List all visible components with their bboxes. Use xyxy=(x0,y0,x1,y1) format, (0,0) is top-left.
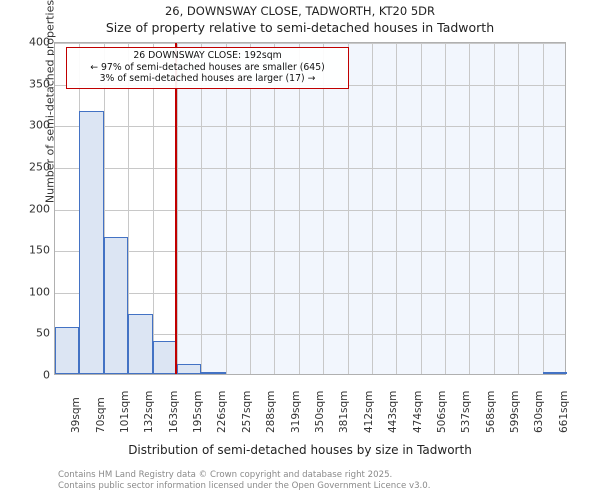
x-axis-tick-label: 630sqm xyxy=(533,390,546,433)
x-axis-tick-label: 506sqm xyxy=(435,390,448,433)
y-axis-ticks: 0 50 100 150 200 250 300 350 400 xyxy=(0,0,50,420)
larger-region-shading xyxy=(175,43,565,374)
histogram-bar xyxy=(201,371,226,374)
x-axis-tick-label: 70sqm xyxy=(94,397,107,433)
x-axis-tick-label: 474sqm xyxy=(411,390,424,433)
histogram-bar xyxy=(176,364,202,374)
footer-line-2: Contains public sector information licen… xyxy=(58,480,431,491)
y-axis-tick-label: 50 xyxy=(36,326,50,340)
x-axis-tick-label: 412sqm xyxy=(362,390,375,433)
gridline-vertical xyxy=(103,43,105,374)
gridline-vertical xyxy=(298,43,300,374)
x-axis-tick-label: 39sqm xyxy=(70,397,83,433)
histogram-bar xyxy=(152,340,177,374)
gridline-horizontal xyxy=(55,167,565,169)
annotation-line-3: 3% of semi-detached houses are larger (1… xyxy=(99,73,316,84)
y-axis-tick-label: 300 xyxy=(29,118,50,132)
gridline-vertical xyxy=(445,43,447,374)
y-axis-title-wrap: Number of semi-detached properties xyxy=(0,0,57,420)
gridline-horizontal xyxy=(55,292,565,294)
x-axis-tick-label: 257sqm xyxy=(240,390,253,433)
gridline-vertical xyxy=(493,43,495,374)
x-axis-tick-label: 163sqm xyxy=(167,390,180,433)
x-axis-tick-label: 443sqm xyxy=(387,390,400,433)
x-axis-tick-label: 226sqm xyxy=(216,390,229,433)
y-axis-tick-label: 200 xyxy=(29,202,50,215)
gridline-vertical xyxy=(469,43,471,374)
gridline-vertical xyxy=(347,43,349,374)
y-axis-tick-label: 350 xyxy=(29,77,50,91)
gridline-vertical xyxy=(274,43,276,374)
y-axis-tick-label: 150 xyxy=(29,243,50,257)
footer-attribution: Contains HM Land Registry data © Crown c… xyxy=(58,470,578,491)
chart-subtitle: Size of property relative to semi-detach… xyxy=(105,20,495,35)
y-axis-tick-label: 100 xyxy=(29,285,50,299)
x-axis-title: Distribution of semi-detached houses by … xyxy=(128,443,472,457)
gridline-horizontal xyxy=(55,209,565,211)
plot-area xyxy=(54,42,567,375)
annotation-box: 26 DOWNSWAY CLOSE: 192sqm ← 97% of semi-… xyxy=(66,47,349,89)
gridline-vertical xyxy=(371,43,373,374)
gridline-vertical xyxy=(128,43,130,374)
chart-title: 26, DOWNSWAY CLOSE, TADWORTH, KT20 5DR xyxy=(164,4,435,18)
x-axis-tick-label: 288sqm xyxy=(265,390,278,433)
x-axis-tick-label: 599sqm xyxy=(509,390,522,433)
gridline-horizontal xyxy=(55,43,565,44)
gridline-vertical xyxy=(323,43,325,374)
y-axis-tick-label: 400 xyxy=(29,35,50,49)
gridline-horizontal xyxy=(55,251,565,253)
x-axis-tick-label: 537sqm xyxy=(460,390,473,433)
x-axis-tick-label: 661sqm xyxy=(557,390,570,433)
gridline-vertical xyxy=(542,43,544,374)
gridline-horizontal xyxy=(55,126,565,128)
x-axis-tick-label: 381sqm xyxy=(338,390,351,433)
x-axis-tick-label: 568sqm xyxy=(484,390,497,433)
histogram-bar xyxy=(542,372,567,374)
x-axis-tick-label: 195sqm xyxy=(192,390,205,433)
histogram-bar xyxy=(55,326,80,374)
gridline-vertical xyxy=(201,43,203,374)
gridline-horizontal xyxy=(55,334,565,336)
gridline-vertical xyxy=(250,43,252,374)
gridline-vertical xyxy=(176,43,178,374)
x-axis-tick-label: 319sqm xyxy=(289,390,302,433)
x-axis-tick-label: 132sqm xyxy=(143,390,156,433)
x-axis-tick-label: 101sqm xyxy=(118,390,131,433)
footer-line-1: Contains HM Land Registry data © Crown c… xyxy=(58,470,393,480)
gridline-vertical xyxy=(420,43,422,374)
histogram-bar xyxy=(79,110,104,374)
x-axis-tick-label: 350sqm xyxy=(314,390,326,433)
property-marker-line xyxy=(175,43,178,374)
y-axis-tick-label: 250 xyxy=(29,160,50,174)
histogram-bar xyxy=(128,314,153,374)
gridline-vertical xyxy=(152,43,154,374)
y-axis-tick-label: 0 xyxy=(43,368,50,382)
gridline-vertical xyxy=(396,43,398,374)
annotation-line-1: 26 DOWNSWAY CLOSE: 192sqm xyxy=(133,50,282,61)
gridline-vertical xyxy=(518,43,520,374)
histogram-bar xyxy=(103,237,129,374)
x-axis-ticks: 39sqm 70sqm 101sqm 132sqm 163sqm 195sqm 226sqm… xyxy=(54,377,570,439)
annotation-line-2: ← 97% of semi-detached houses are smalle… xyxy=(90,61,325,73)
gridline-vertical xyxy=(225,43,227,374)
